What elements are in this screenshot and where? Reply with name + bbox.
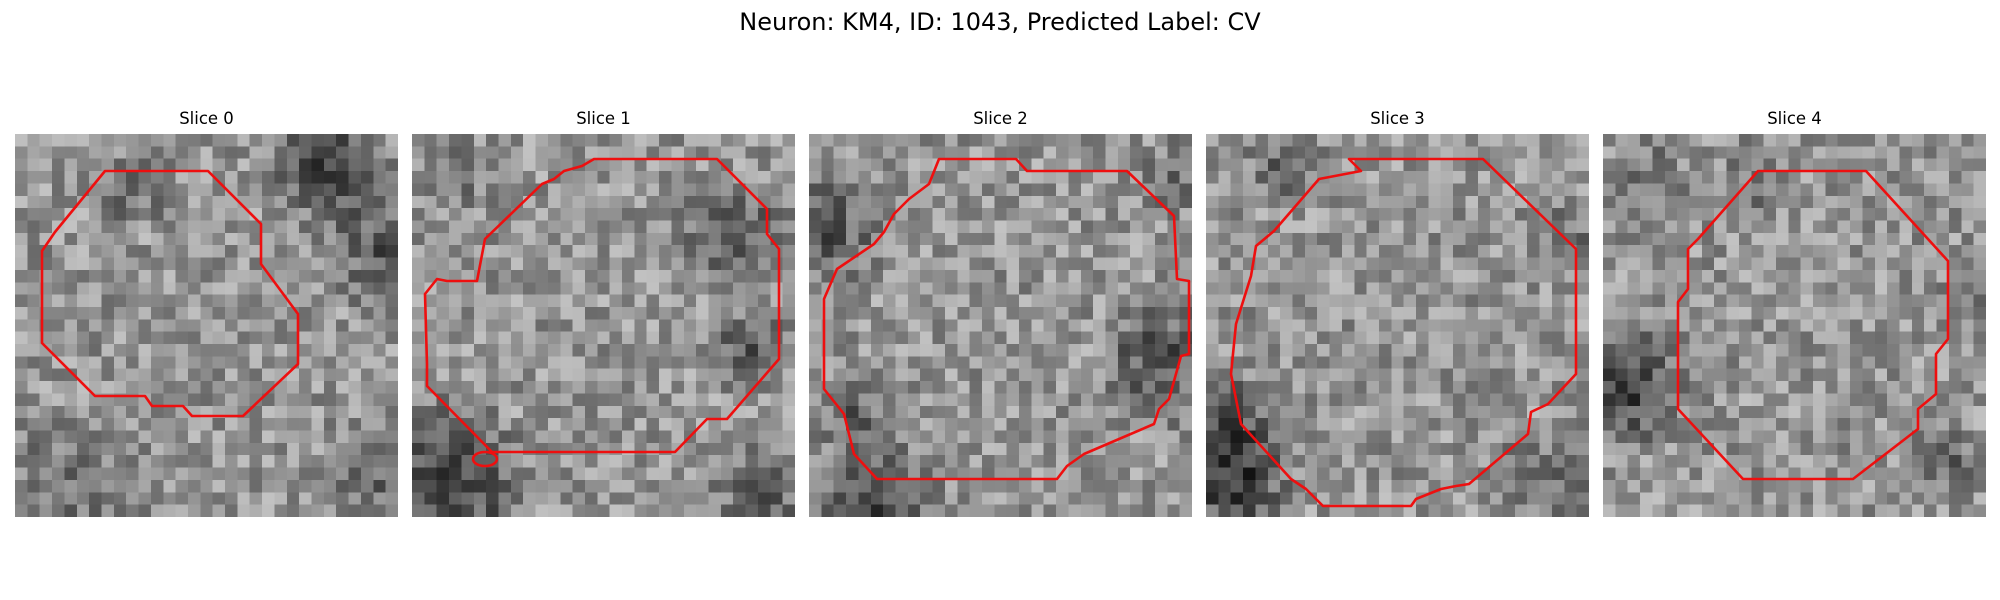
- slice-image-0: [15, 134, 398, 517]
- contour-outline-2: [822, 157, 1191, 481]
- contour-outline-0: [40, 169, 300, 418]
- contour-outline-1: [423, 157, 781, 454]
- slice-panel-3: Slice 3: [1206, 108, 1589, 517]
- slice-image-3: [1206, 134, 1589, 517]
- slice-image-2: [809, 134, 1192, 517]
- slice-title-2: Slice 2: [973, 109, 1028, 128]
- contour-outline-4: [1676, 169, 1950, 481]
- slice-image-1: [412, 134, 795, 517]
- figure-title: Neuron: KM4, ID: 1043, Predicted Label: …: [739, 8, 1261, 36]
- contour-outline-3: [1229, 157, 1578, 508]
- slice-title-0: Slice 0: [179, 109, 234, 128]
- slice-title-3: Slice 3: [1370, 109, 1425, 128]
- slice-panel-2: Slice 2: [809, 108, 1192, 517]
- slice-title-4: Slice 4: [1767, 109, 1822, 128]
- slice-panel-4: Slice 4: [1603, 108, 1986, 517]
- slice-image-4: [1603, 134, 1986, 517]
- slice-title-1: Slice 1: [576, 109, 631, 128]
- slice-panel-1: Slice 1: [412, 108, 795, 517]
- slice-panel-0: Slice 0: [15, 108, 398, 517]
- contour-blob-1: [471, 450, 499, 468]
